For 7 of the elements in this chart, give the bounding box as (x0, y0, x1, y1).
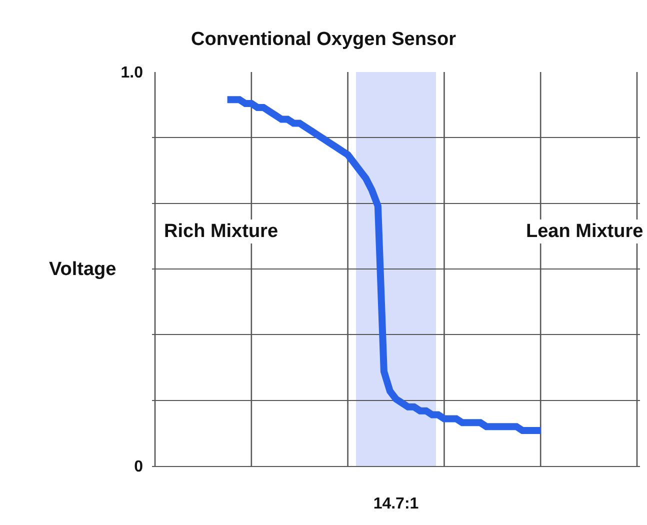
annotation: Lean Mixture (526, 221, 644, 242)
y-axis-title: Voltage (49, 259, 116, 280)
x-tick-label: 14.7:1 (373, 495, 419, 512)
chart-title: Conventional Oxygen Sensor (191, 28, 457, 50)
annotation: Rich Mixture (164, 221, 278, 242)
y-tick-label: 1.0 (120, 64, 144, 82)
y-tick-label: 0 (134, 458, 144, 476)
